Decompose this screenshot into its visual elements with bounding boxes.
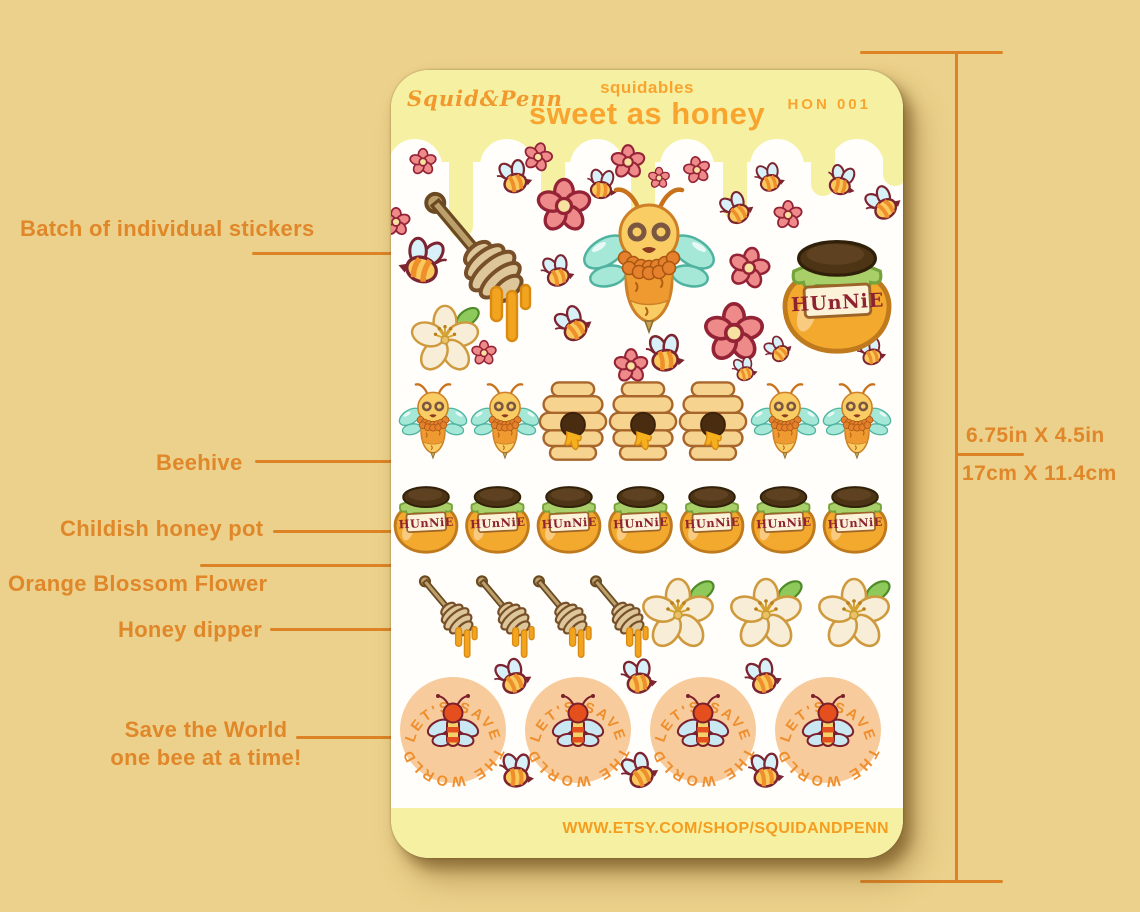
small-bee-sticker (615, 652, 662, 699)
flower-sticker (391, 206, 412, 238)
sticker-sheet: HUnNiE (391, 70, 903, 858)
honeypot-sticker (393, 485, 459, 554)
sheet-footer-band (391, 808, 903, 858)
small-bee-sticker (487, 651, 537, 701)
honeypot-large-sticker (785, 242, 889, 352)
small-bee-sticker (396, 231, 452, 287)
pointer-line-save-world (296, 736, 396, 739)
flower-sticker (701, 301, 767, 365)
label-save-the-world: Save the World one bee at a time! (100, 716, 312, 771)
beehive-sticker (608, 381, 678, 461)
dimension-cap-top (860, 51, 1003, 54)
flower-sticker (612, 348, 650, 385)
small-bee-sticker (739, 652, 786, 699)
sticker-sheet-artwork: HUnNiE (391, 70, 903, 858)
product-code: HON 001 (787, 96, 871, 113)
honeypot-sticker (536, 485, 602, 554)
character-bee-sticker (395, 383, 471, 460)
pointer-line-honey-pot (273, 530, 397, 533)
dimension-line-vertical (955, 51, 958, 883)
beehive-sticker (678, 381, 748, 461)
dimension-inches: 6.75in X 4.5in (966, 424, 1105, 447)
label-beehive: Beehive (156, 450, 243, 475)
big-bee-sticker (579, 190, 720, 332)
small-bee-sticker (754, 326, 800, 372)
honeypot-sticker (608, 485, 673, 554)
save-world-badge-sticker (523, 676, 633, 791)
flower-sticker (722, 242, 776, 294)
honeypot-sticker (822, 485, 888, 554)
label-orange-blossom-flower: Orange Blossom Flower (8, 571, 268, 596)
orange-blossom-sticker (726, 576, 807, 653)
small-bee-sticker (727, 351, 761, 385)
label-batch-of-individual-stickers: Batch of individual stickers (20, 216, 315, 241)
character-bee-sticker (819, 383, 895, 460)
honey-dipper-sticker (466, 566, 538, 659)
label-save-the-world-line2: one bee at a time! (110, 744, 302, 770)
brand-logo: Squid&Penn (407, 86, 563, 111)
beehive-sticker (538, 381, 608, 461)
orange-blossom-sticker (407, 303, 484, 376)
honey-dipper-sticker (580, 566, 652, 659)
honeypot-sticker (679, 485, 745, 554)
save-world-badge-sticker (398, 676, 508, 791)
series-name: squidables (600, 78, 694, 97)
honeypot-sticker (465, 485, 530, 554)
label-save-the-world-line1: Save the World (124, 717, 288, 742)
flower-sticker (772, 199, 804, 231)
small-bee-sticker (638, 324, 692, 378)
dimension-cm: 17cm X 11.4cm (962, 462, 1117, 485)
shop-url: WWW.ETSY.COM/SHOP/SQUIDANDPENN (562, 820, 889, 837)
honey-dipper-sticker (523, 566, 595, 659)
orange-blossom-sticker (638, 576, 719, 653)
small-bee-sticker (545, 296, 599, 350)
pointer-line-dipper (270, 628, 407, 631)
dimension-tick-middle (956, 453, 1024, 456)
character-bee-sticker (747, 383, 823, 460)
honey-dipper-sticker (409, 566, 481, 659)
pointer-line-batch (252, 252, 398, 255)
sheet-title: sweet as honey (528, 96, 766, 131)
save-world-badge-sticker (648, 676, 758, 791)
label-childish-honey-pot: Childish honey pot (60, 516, 264, 541)
small-bee-sticker (535, 248, 579, 292)
dimension-cap-bottom (860, 880, 1003, 883)
flower-sticker (470, 339, 498, 367)
save-world-badge-sticker (773, 676, 883, 791)
label-honey-dipper: Honey dipper (118, 617, 263, 642)
honeypot-sticker (751, 485, 816, 554)
character-bee-sticker (467, 383, 543, 460)
orange-blossom-sticker (814, 576, 895, 653)
